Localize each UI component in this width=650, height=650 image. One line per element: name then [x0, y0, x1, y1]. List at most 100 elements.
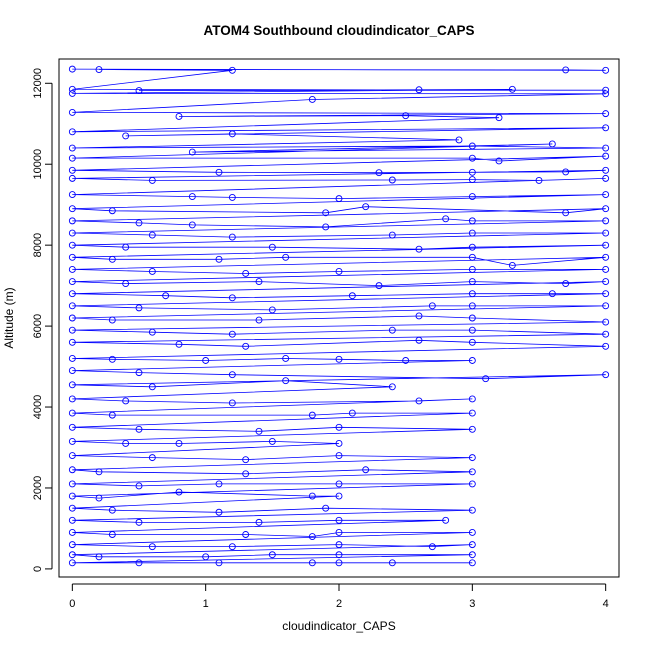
data-point-130 — [335, 355, 343, 363]
data-point-146 — [468, 395, 476, 403]
data-point-172 — [68, 480, 76, 488]
data-point-18 — [68, 128, 76, 136]
data-point-75 — [68, 253, 76, 261]
data-point-67 — [468, 229, 476, 237]
data-point-141 — [388, 383, 396, 391]
data-point-52 — [322, 209, 330, 217]
data-point-33 — [215, 168, 223, 176]
data-point-105 — [428, 302, 436, 310]
data-point-5 — [68, 85, 76, 93]
data-point-68 — [602, 229, 610, 237]
data-point-58 — [188, 221, 196, 229]
data-point-62 — [602, 217, 610, 225]
data-point-134 — [135, 369, 143, 377]
data-point-31 — [602, 152, 610, 160]
data-point-182 — [68, 504, 76, 512]
data-point-63 — [68, 229, 76, 237]
data-point-36 — [562, 168, 570, 176]
y-tick-label-0: 0 — [32, 566, 44, 572]
data-point-198 — [68, 541, 76, 549]
data-point-145 — [415, 397, 423, 405]
data-point-175 — [335, 480, 343, 488]
data-point-137 — [602, 371, 610, 379]
data-point-112 — [468, 314, 476, 322]
y-tick-label-3: 6000 — [32, 314, 44, 338]
data-point-163 — [148, 454, 156, 462]
data-point-96 — [162, 292, 170, 300]
data-point-13 — [68, 108, 76, 116]
data-point-159 — [175, 440, 183, 447]
data-point-213 — [308, 559, 316, 567]
data-point-192 — [68, 529, 76, 536]
data-point-122 — [242, 342, 250, 350]
data-point-205 — [95, 553, 103, 561]
data-point-39 — [148, 176, 156, 184]
data-point-214 — [335, 559, 343, 567]
data-point-2 — [562, 66, 570, 74]
y-axis: 0 2000 4000 6000 8000 10000 12000 — [32, 68, 53, 572]
data-point-187 — [68, 516, 76, 524]
data-point-6 — [602, 86, 610, 94]
data-point-86 — [468, 265, 476, 273]
data-point-202 — [428, 543, 436, 551]
data-point-93 — [562, 280, 570, 288]
data-point-142 — [68, 395, 76, 403]
x-tick-label-1: 1 — [203, 598, 209, 610]
data-point-180 — [308, 492, 316, 500]
data-point-34 — [375, 169, 383, 177]
data-point-70 — [122, 243, 130, 251]
series-0-line — [72, 68, 606, 564]
data-point-42 — [535, 176, 543, 184]
data-point-45 — [188, 193, 196, 201]
data-point-169 — [242, 470, 250, 478]
data-point-27 — [548, 140, 556, 148]
x-tick-label-3: 3 — [469, 598, 475, 610]
data-point-8 — [415, 86, 423, 94]
data-point-210 — [68, 559, 76, 567]
data-point-109 — [108, 316, 116, 324]
data-point-30 — [495, 157, 503, 165]
data-point-164 — [242, 456, 250, 464]
data-point-76 — [108, 255, 116, 263]
data-point-72 — [415, 245, 423, 253]
data-point-32 — [68, 166, 76, 174]
data-point-119 — [602, 330, 610, 338]
data-point-171 — [468, 468, 476, 476]
x-tick-label-4: 4 — [603, 598, 609, 610]
data-point-151 — [468, 409, 476, 417]
data-point-138 — [68, 381, 76, 389]
data-point-143 — [122, 397, 130, 405]
data-point-116 — [228, 330, 236, 338]
data-point-153 — [135, 425, 143, 433]
data-point-100 — [548, 290, 556, 298]
data-point-97 — [228, 294, 236, 302]
data-point-121 — [175, 340, 183, 348]
x-tick-label-0: 0 — [69, 598, 75, 610]
data-point-196 — [335, 529, 343, 536]
data-point-94 — [602, 278, 610, 286]
data-point-59 — [322, 223, 330, 231]
data-point-186 — [468, 506, 476, 514]
data-point-9 — [508, 85, 516, 93]
data-point-149 — [308, 411, 316, 419]
data-point-3 — [95, 66, 103, 73]
data-point-37 — [602, 166, 610, 174]
data-point-200 — [228, 543, 236, 551]
plot-frame — [58, 58, 620, 578]
data-point-7 — [135, 87, 143, 95]
data-point-54 — [562, 209, 570, 217]
data-point-125 — [602, 342, 610, 350]
data-point-50 — [68, 205, 76, 213]
data-point-10 — [68, 89, 76, 97]
data-point-78 — [282, 253, 290, 261]
y-tick-label-1: 2000 — [32, 476, 44, 500]
data-point-126 — [68, 355, 76, 362]
data-point-106 — [468, 302, 476, 310]
data-point-204 — [68, 551, 76, 559]
data-point-91 — [375, 282, 383, 290]
plot-area — [68, 65, 610, 567]
data-point-132 — [468, 357, 476, 364]
data-point-111 — [415, 312, 423, 320]
data-point-71 — [268, 243, 276, 251]
data-point-48 — [468, 193, 476, 201]
